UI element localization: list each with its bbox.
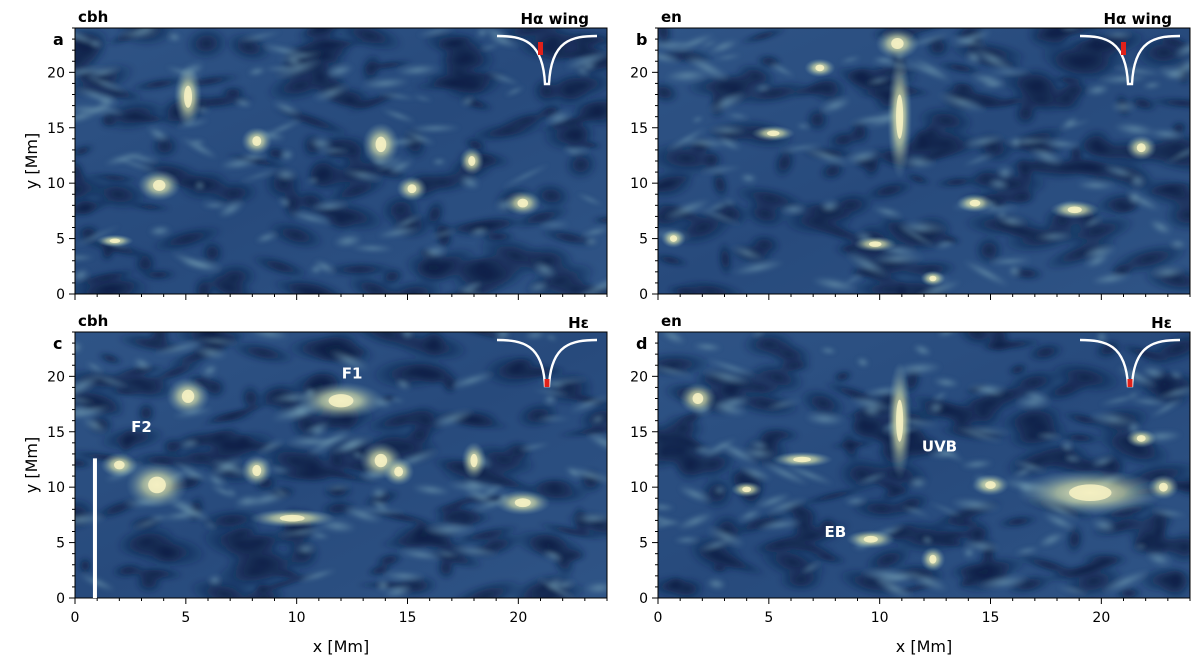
- ticks: [69, 331, 608, 604]
- y-tick-label: 15: [630, 121, 648, 137]
- line-profile-inset: [496, 338, 598, 388]
- panel-letter: a: [53, 30, 64, 49]
- y-tick-label: 5: [56, 536, 65, 552]
- panel-letter: b: [636, 30, 647, 49]
- ticks: [652, 331, 1191, 604]
- y-tick-label: 20: [47, 369, 65, 385]
- line-label: Hε: [568, 314, 589, 332]
- y-tick-label: 5: [639, 536, 648, 552]
- model-label: cbh: [78, 312, 108, 330]
- feature-label-f1: F1: [342, 365, 363, 383]
- line-label: Hα wing: [521, 10, 590, 28]
- y-tick-label: 15: [47, 121, 65, 137]
- panel-letter: c: [53, 334, 62, 353]
- line-profile-inset: [1079, 34, 1181, 86]
- x-axis-label: x [Mm]: [896, 637, 952, 656]
- line-position-marker: [544, 379, 550, 387]
- y-tick-label: 0: [639, 287, 648, 303]
- y-tick-label: 10: [47, 176, 65, 192]
- feature-label-eb: EB: [824, 523, 846, 541]
- model-label: en: [661, 312, 682, 330]
- scale-bar: [92, 458, 97, 598]
- ticks: [69, 27, 608, 300]
- intensity-map: [75, 332, 607, 598]
- panel-b: 0 5 10 15 20 enb Hα wing: [630, 8, 1191, 303]
- x-tick-label: 15: [982, 610, 1000, 626]
- feature-label-f2: F2: [131, 418, 152, 436]
- line-position-marker: [538, 42, 543, 55]
- x-tick-label: 20: [1092, 610, 1110, 626]
- y-tick-label: 10: [47, 480, 65, 496]
- intensity-map: [75, 28, 607, 294]
- y-axis-label: y [Mm]: [22, 133, 41, 189]
- panel-letter: d: [636, 334, 647, 353]
- panel-d: 0 5 10 15 20 0 5 10 15 20 x [Mm] end Hε UVB EB: [630, 312, 1191, 656]
- x-tick-label: 20: [509, 610, 527, 626]
- line-profile-inset: [496, 34, 598, 86]
- y-tick-label: 10: [630, 176, 648, 192]
- y-tick-label: 20: [630, 369, 648, 385]
- y-tick-label: 15: [630, 425, 648, 441]
- line-label: Hα wing: [1104, 10, 1173, 28]
- x-tick-label: 0: [654, 610, 663, 626]
- model-label: cbh: [78, 8, 108, 26]
- y-tick-label: 0: [639, 591, 648, 607]
- y-tick-label: 5: [639, 232, 648, 248]
- line-position-marker: [1121, 42, 1126, 55]
- y-tick-label: 5: [56, 232, 65, 248]
- y-tick-label: 0: [56, 591, 65, 607]
- x-axis-label: x [Mm]: [313, 637, 369, 656]
- line-position-marker: [1127, 379, 1133, 387]
- y-tick-label: 15: [47, 425, 65, 441]
- x-tick-label: 0: [71, 610, 80, 626]
- y-axis-label: y [Mm]: [22, 437, 41, 493]
- model-label: en: [661, 8, 682, 26]
- y-tick-label: 0: [56, 287, 65, 303]
- x-tick-label: 5: [181, 610, 190, 626]
- line-label: Hε: [1151, 314, 1172, 332]
- intensity-map: [658, 28, 1190, 294]
- intensity-map: [658, 332, 1190, 598]
- ticks: [652, 27, 1191, 300]
- x-tick-label: 10: [288, 610, 306, 626]
- x-tick-label: 10: [871, 610, 889, 626]
- line-profile-inset: [1079, 338, 1181, 388]
- y-tick-label: 20: [47, 65, 65, 81]
- x-tick-label: 15: [399, 610, 417, 626]
- y-tick-label: 20: [630, 65, 648, 81]
- y-tick-label: 10: [630, 480, 648, 496]
- feature-label-uvb: UVB: [922, 438, 957, 456]
- x-tick-label: 5: [764, 610, 773, 626]
